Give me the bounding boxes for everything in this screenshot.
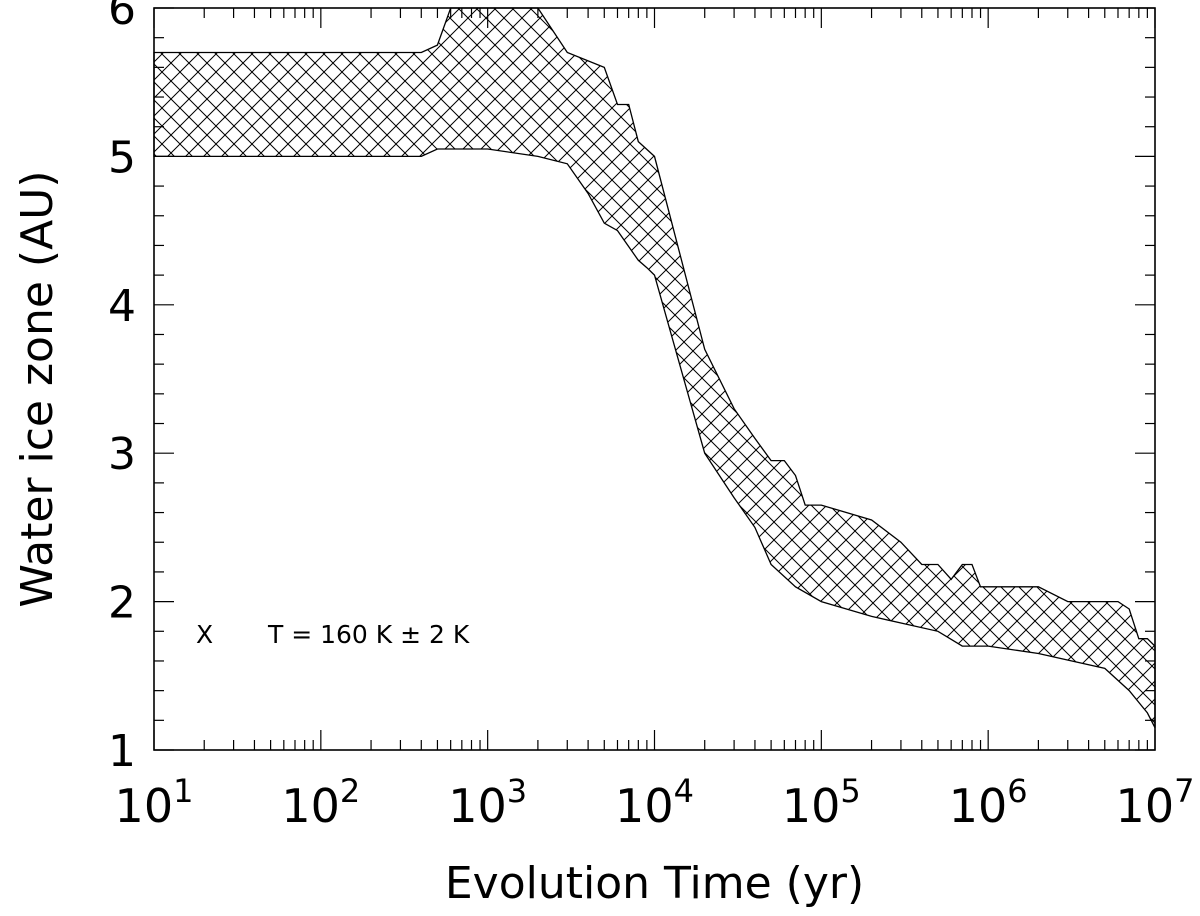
x-tick-label: 102 xyxy=(281,772,360,833)
x-tick-label-base: 10 xyxy=(1116,779,1175,833)
x-tick-label-exponent: 2 xyxy=(340,772,360,810)
band-layer xyxy=(153,7,1156,728)
x-tick-label: 105 xyxy=(782,772,861,833)
y-tick-labels: 1 2 3 4 5 6 xyxy=(108,0,136,777)
x-tick-label-exponent: 4 xyxy=(674,772,694,810)
x-tick-label-exponent: 3 xyxy=(507,772,527,810)
plot-frame xyxy=(153,7,1156,751)
tick-layer xyxy=(153,7,1156,751)
x-tick-label-exponent: 1 xyxy=(173,772,193,810)
y-axis-title: Water ice zone (AU) xyxy=(12,170,63,607)
x-tick-label-exponent: 6 xyxy=(1007,772,1027,810)
x-tick-label-base: 10 xyxy=(782,779,841,833)
ice-zone-band xyxy=(153,7,1156,728)
x-axis-title: Evolution Time (yr) xyxy=(445,858,864,909)
y-tick-label: 4 xyxy=(108,281,136,332)
y-tick-label: 2 xyxy=(108,578,136,629)
x-tick-label-exponent: 7 xyxy=(1174,772,1194,810)
y-tick-label: 3 xyxy=(108,429,136,480)
legend-marker: X xyxy=(196,620,213,649)
y-tick-label: 5 xyxy=(108,132,136,183)
legend-label: T = 160 K ± 2 K xyxy=(267,620,470,649)
x-tick-label-exponent: 5 xyxy=(840,772,860,810)
x-tick-label-base: 10 xyxy=(115,779,174,833)
x-tick-label: 103 xyxy=(448,772,527,833)
x-tick-label: 106 xyxy=(949,772,1028,833)
x-tick-label: 104 xyxy=(615,772,694,833)
x-tick-label-base: 10 xyxy=(615,779,674,833)
legend: X T = 160 K ± 2 K xyxy=(196,620,470,649)
y-tick-label: 1 xyxy=(108,726,136,777)
x-tick-labels: 101 102 103 104 105 106 107 xyxy=(115,772,1195,833)
x-tick-label: 101 xyxy=(115,772,194,833)
y-tick-label: 6 xyxy=(108,0,136,35)
x-tick-label-base: 10 xyxy=(949,779,1008,833)
x-tick-label-base: 10 xyxy=(281,779,340,833)
x-tick-label: 107 xyxy=(1116,772,1195,833)
x-tick-label-base: 10 xyxy=(448,779,507,833)
